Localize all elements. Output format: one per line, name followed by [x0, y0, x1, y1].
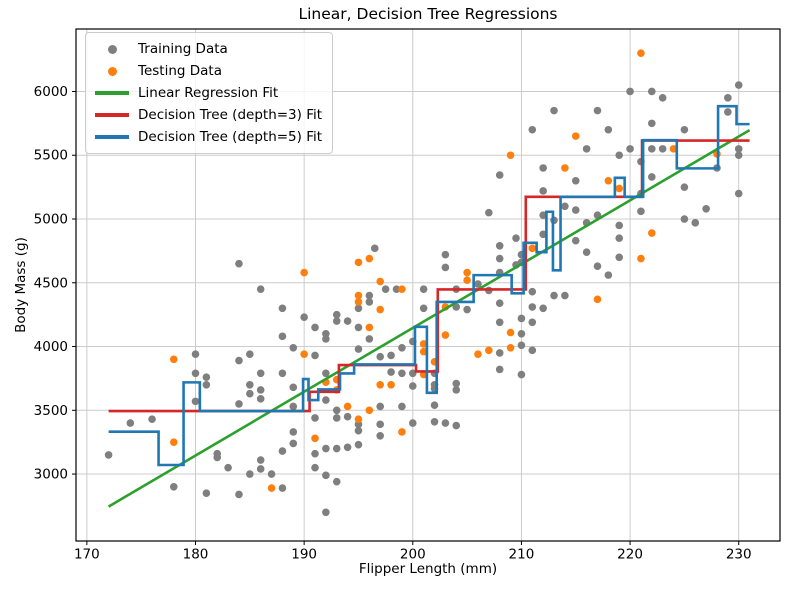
- x-tick-label: 170: [74, 547, 100, 563]
- y-tick-label: 3500: [34, 403, 68, 419]
- testing-data-marker-icon: [94, 66, 130, 76]
- tree-depth5-line-icon: [94, 135, 130, 139]
- y-tick-label: 5500: [34, 148, 68, 164]
- y-tick-label: 4500: [34, 275, 68, 291]
- x-axis-label: Flipper Length (mm): [358, 561, 498, 577]
- legend-item-testing-data: Testing Data: [94, 60, 322, 82]
- tick-labels: 170 180 190 200 210 220 230 3000 3500 4000 4500 500…: [34, 84, 752, 563]
- series-decision-tree-depth-5-fit: [108, 104, 750, 467]
- gridlines: [76, 29, 780, 541]
- series-decision-tree-depth-3-fit: [108, 139, 750, 413]
- y-tick-label: 3000: [34, 467, 68, 483]
- legend: Training Data Testing Data Linear Regres…: [85, 32, 334, 154]
- series-testing-data: [169, 49, 721, 492]
- legend-item-tree-depth3-fit: Decision Tree (depth=3) Fit: [94, 104, 322, 126]
- legend-label: Linear Regression Fit: [138, 85, 279, 101]
- x-tick-label: 190: [291, 547, 317, 563]
- x-tick-label: 220: [617, 547, 643, 563]
- axis-ticks: [72, 90, 740, 545]
- chart-title: Linear, Decision Tree Regressions: [298, 5, 558, 23]
- legend-label: Training Data: [138, 41, 228, 57]
- legend-label: Testing Data: [138, 63, 222, 79]
- plot-border: [75, 28, 781, 542]
- y-tick-label: 5000: [34, 212, 68, 228]
- x-tick-label: 230: [726, 547, 752, 563]
- y-axis-label: Body Mass (g): [13, 237, 29, 333]
- legend-label: Decision Tree (depth=3) Fit: [138, 107, 323, 123]
- x-tick-label: 180: [183, 547, 209, 563]
- x-tick-label: 200: [400, 547, 426, 563]
- training-data-marker-icon: [94, 44, 130, 54]
- legend-item-tree-depth5-fit: Decision Tree (depth=5) Fit: [94, 126, 322, 148]
- tree-depth3-line-icon: [94, 113, 130, 117]
- y-tick-label: 6000: [34, 84, 68, 100]
- x-tick-label: 210: [509, 547, 535, 563]
- series-training-data: [104, 81, 743, 517]
- legend-item-linear-fit: Linear Regression Fit: [94, 82, 322, 104]
- legend-item-training-data: Training Data: [94, 38, 322, 60]
- linear-fit-line-icon: [94, 91, 130, 95]
- y-tick-label: 4000: [34, 339, 68, 355]
- legend-label: Decision Tree (depth=5) Fit: [138, 129, 323, 145]
- series-linear-regression-fit: [107, 129, 751, 508]
